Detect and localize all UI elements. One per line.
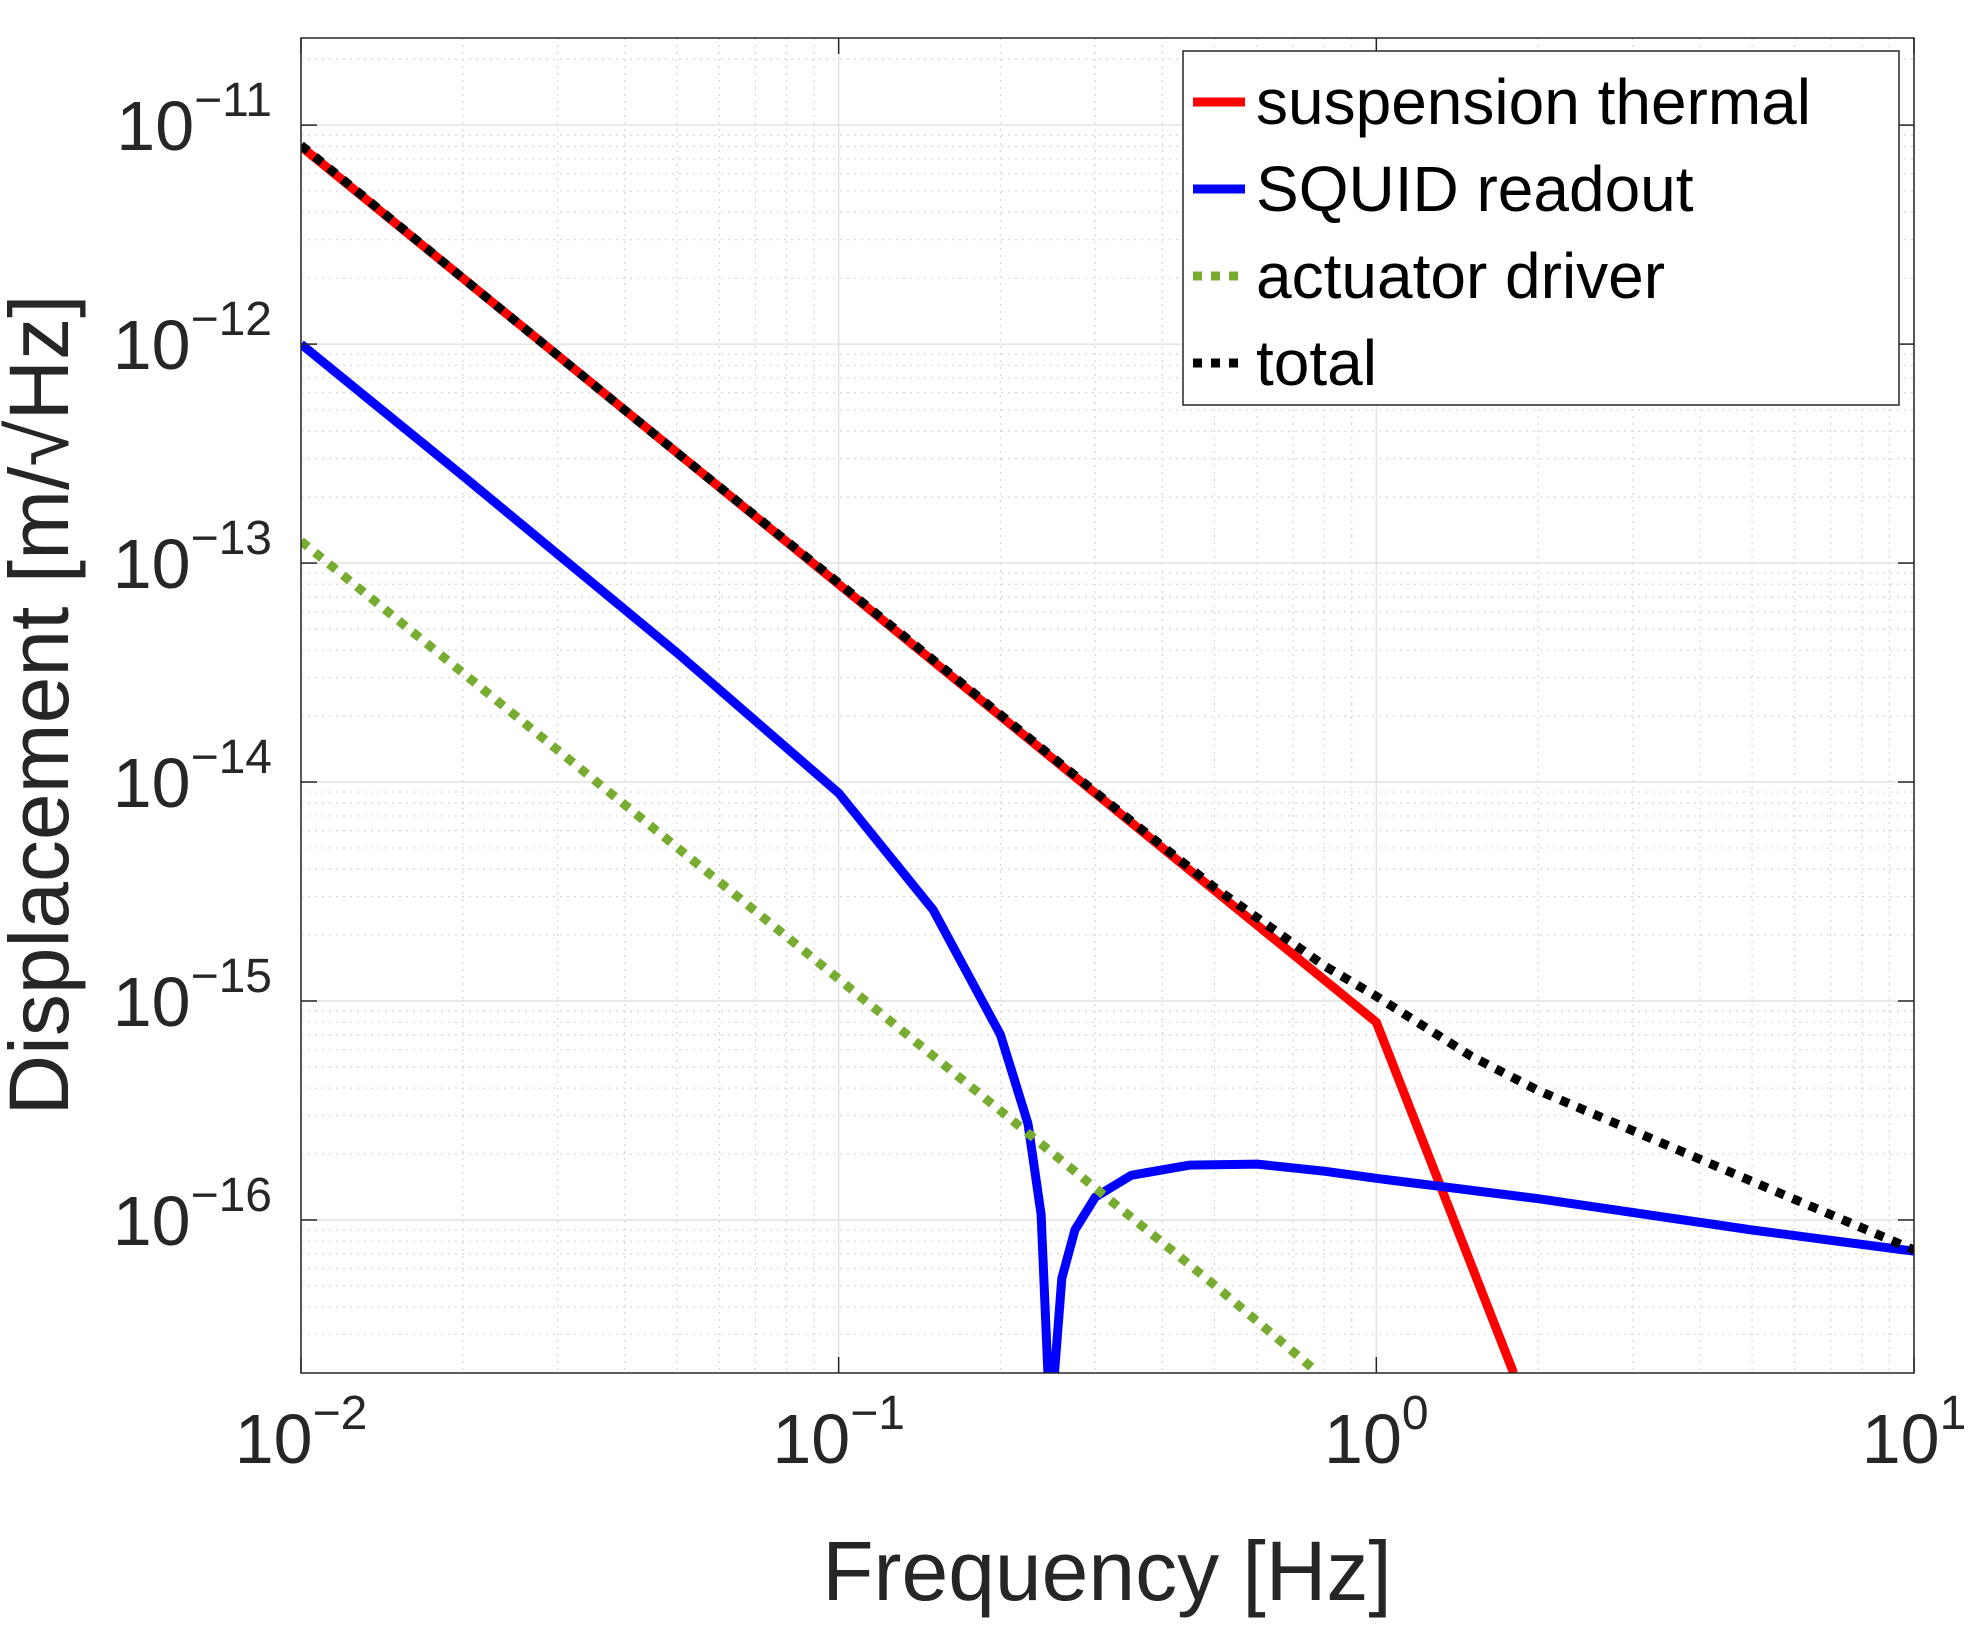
- legend-label: SQUID readout: [1256, 153, 1694, 225]
- ticks: [300, 38, 1915, 1373]
- legend-box: [1182, 50, 1900, 406]
- legend-label: total: [1256, 327, 1377, 399]
- y-tick-label: 10−12: [113, 293, 272, 384]
- y-axis-label: Displacement [m/√Hz]: [0, 295, 86, 1116]
- series-line-actuator-driver: [301, 537, 1322, 1373]
- y-tick-label: 10−11: [116, 74, 272, 165]
- legend: suspension thermal SQUID readout actuator …: [1182, 50, 1900, 406]
- legend-label: actuator driver: [1256, 240, 1665, 312]
- y-tick-label: 10−15: [113, 950, 272, 1041]
- x-tick-label: 100: [1324, 1387, 1429, 1478]
- series-line-total: [301, 141, 1914, 1255]
- y-tick-label: 10−13: [113, 512, 272, 603]
- y-tick-label: 10−16: [113, 1169, 272, 1260]
- x-tick-label: 10−1: [772, 1387, 905, 1478]
- x-tick-label: 101: [1862, 1387, 1967, 1478]
- series-layer: [301, 141, 1914, 1373]
- y-tick-label: 10−14: [113, 731, 272, 822]
- legend-label: suspension thermal: [1256, 66, 1811, 138]
- y-tick-labels: 10−16 10−15 10−14 10−13 10−12 10−11: [113, 74, 272, 1260]
- x-tick-labels: 10−2 10−1 100 101: [235, 1387, 1967, 1478]
- x-tick-label: 10−2: [235, 1387, 368, 1478]
- x-axis-label: Frequency [Hz]: [822, 1524, 1392, 1618]
- axes-box: [300, 37, 1915, 1374]
- series-line-squid-readout: [301, 340, 1914, 1373]
